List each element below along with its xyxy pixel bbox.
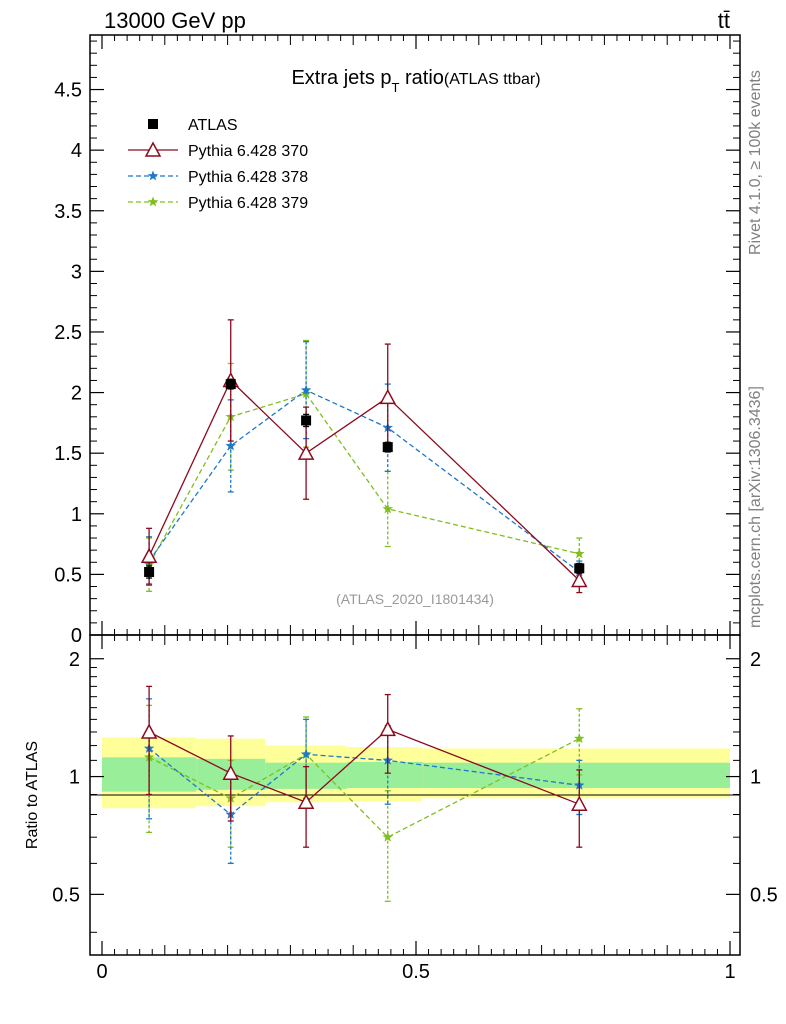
main-atlas-series bbox=[144, 378, 585, 579]
main-ytick-label: 1 bbox=[71, 504, 82, 526]
ratio-band-inner bbox=[346, 761, 423, 788]
main-atlas-point bbox=[301, 415, 312, 426]
legend-label: Pythia 6.428 379 bbox=[188, 195, 308, 212]
legend-entry: Pythia 6.428 378 bbox=[128, 169, 308, 186]
main-title: Extra jets pT ratio(ATLAS ttbar) bbox=[291, 67, 540, 95]
ratio-pythia-6-428-370-point bbox=[571, 795, 588, 811]
main-ytick-zero: 0 bbox=[71, 625, 82, 647]
main-pythia-6-428-370-point bbox=[379, 388, 396, 405]
legend-entry: Pythia 6.428 370 bbox=[128, 141, 308, 160]
ratio-pythia-6-428-378-point bbox=[300, 748, 312, 759]
ratio-pythia-6-428-370-series bbox=[140, 685, 588, 848]
main-marks bbox=[140, 319, 588, 594]
main-ticks: 0.5 1 1.5 2 2.5 3 3.5 4 4.5 0 bbox=[54, 35, 740, 647]
main-title-note: (ATLAS ttbar) bbox=[444, 71, 541, 88]
main-title-text: Extra jets p bbox=[291, 67, 391, 89]
main-pythia-6-428-370-point bbox=[571, 571, 588, 588]
ratio-pythia-6-428-370-point bbox=[140, 723, 158, 739]
ratio-ytick-label-right: 2 bbox=[750, 649, 761, 671]
legend-label: Pythia 6.428 378 bbox=[188, 169, 308, 186]
header-right: tt̄ bbox=[718, 8, 730, 33]
legend-entry: ATLAS bbox=[148, 117, 238, 134]
ratio-frame bbox=[89, 634, 741, 956]
main-atlas-point bbox=[225, 379, 236, 390]
main-pythia-6-428-370-line bbox=[148, 379, 580, 581]
main-pythia-6-428-378-point bbox=[300, 384, 312, 395]
ratio-ylabel: Ratio to ATLAS bbox=[24, 741, 41, 849]
legend-marker bbox=[144, 141, 162, 157]
legend-label: ATLAS bbox=[188, 117, 238, 134]
ratio-marks bbox=[140, 685, 588, 902]
main-pythia-6-428-378-series bbox=[143, 341, 585, 586]
ratio-xtick-label: 0 bbox=[96, 961, 107, 983]
main-ytick-label: 0.5 bbox=[54, 564, 82, 586]
ratio-ytick-label: 0.5 bbox=[52, 884, 80, 906]
main-atlas-point bbox=[382, 442, 393, 453]
ratio-ytick-label: 1 bbox=[69, 767, 80, 789]
main-title-tail: ratio bbox=[399, 67, 443, 89]
ratio-pythia-6-428-370-point bbox=[379, 720, 396, 737]
main-pythia-6-428-379-point bbox=[574, 548, 585, 559]
ratio-bands bbox=[102, 737, 730, 809]
main-pythia-6-428-370-point bbox=[140, 547, 158, 563]
rivet-label: Rivet 4.1.0, ≥ 100k events bbox=[747, 70, 764, 255]
header-left: 13000 GeV pp bbox=[104, 8, 246, 33]
main-ytick-label: 3 bbox=[71, 261, 82, 283]
main-pythia-6-428-379-point bbox=[382, 503, 393, 514]
ratio-ticks: 0.5 0.5 1 1 2 2 0 0.5 1 bbox=[52, 635, 778, 983]
analysis-label: (ATLAS_2020_I1801434) bbox=[336, 591, 494, 607]
legend-label: Pythia 6.428 370 bbox=[188, 143, 308, 160]
ratio-pythia-6-428-370-point bbox=[297, 793, 315, 809]
mcplots-label: mcplots.cern.ch [arXiv:1306.3436] bbox=[747, 386, 764, 628]
legend-marker bbox=[148, 119, 158, 129]
ratio-ytick-label: 2 bbox=[69, 649, 80, 671]
ratio-ytick-label-right: 1 bbox=[750, 767, 761, 789]
ratio-panel: 0.5 0.5 1 1 2 2 0 0.5 1 Ratio to ATLAS bbox=[24, 634, 778, 983]
legend: ATLAS Pythia 6.428 370 Pythia 6.428 378 Pyt… bbox=[128, 117, 308, 212]
main-ytick-label: 4.5 bbox=[54, 80, 82, 102]
main-atlas-point bbox=[144, 566, 155, 577]
ratio-ytick-label-right: 0.5 bbox=[750, 884, 778, 906]
main-atlas-point bbox=[574, 563, 585, 574]
main-pythia-6-428-378-point bbox=[225, 440, 236, 451]
ratio-pythia-6-428-379-point bbox=[574, 733, 585, 744]
main-pythia-6-428-379-line bbox=[148, 393, 580, 566]
legend-marker bbox=[147, 170, 159, 181]
main-ytick-label: 4 bbox=[71, 140, 82, 162]
main-panel: 0.5 1 1.5 2 2.5 3 3.5 4 4.5 0 Extra jets pT ratio… bbox=[54, 34, 741, 647]
main-title-sub: T bbox=[392, 80, 400, 95]
main-ytick-label: 1.5 bbox=[54, 443, 82, 465]
main-ytick-label: 2 bbox=[71, 383, 82, 405]
main-ytick-label: 2.5 bbox=[54, 322, 82, 344]
ratio-pythia-6-428-370-point bbox=[222, 764, 239, 780]
legend-entry: Pythia 6.428 379 bbox=[128, 195, 308, 212]
ratio-xtick-label: 0.5 bbox=[402, 961, 430, 983]
main-ytick-label: 3.5 bbox=[54, 201, 82, 223]
main-pythia-6-428-379-series bbox=[143, 339, 585, 593]
ratio-pythia-6-428-379-point bbox=[382, 831, 393, 842]
ratio-xtick-label: 1 bbox=[724, 961, 735, 983]
legend-marker bbox=[147, 196, 159, 207]
main-pythia-6-428-370-point bbox=[297, 444, 315, 460]
